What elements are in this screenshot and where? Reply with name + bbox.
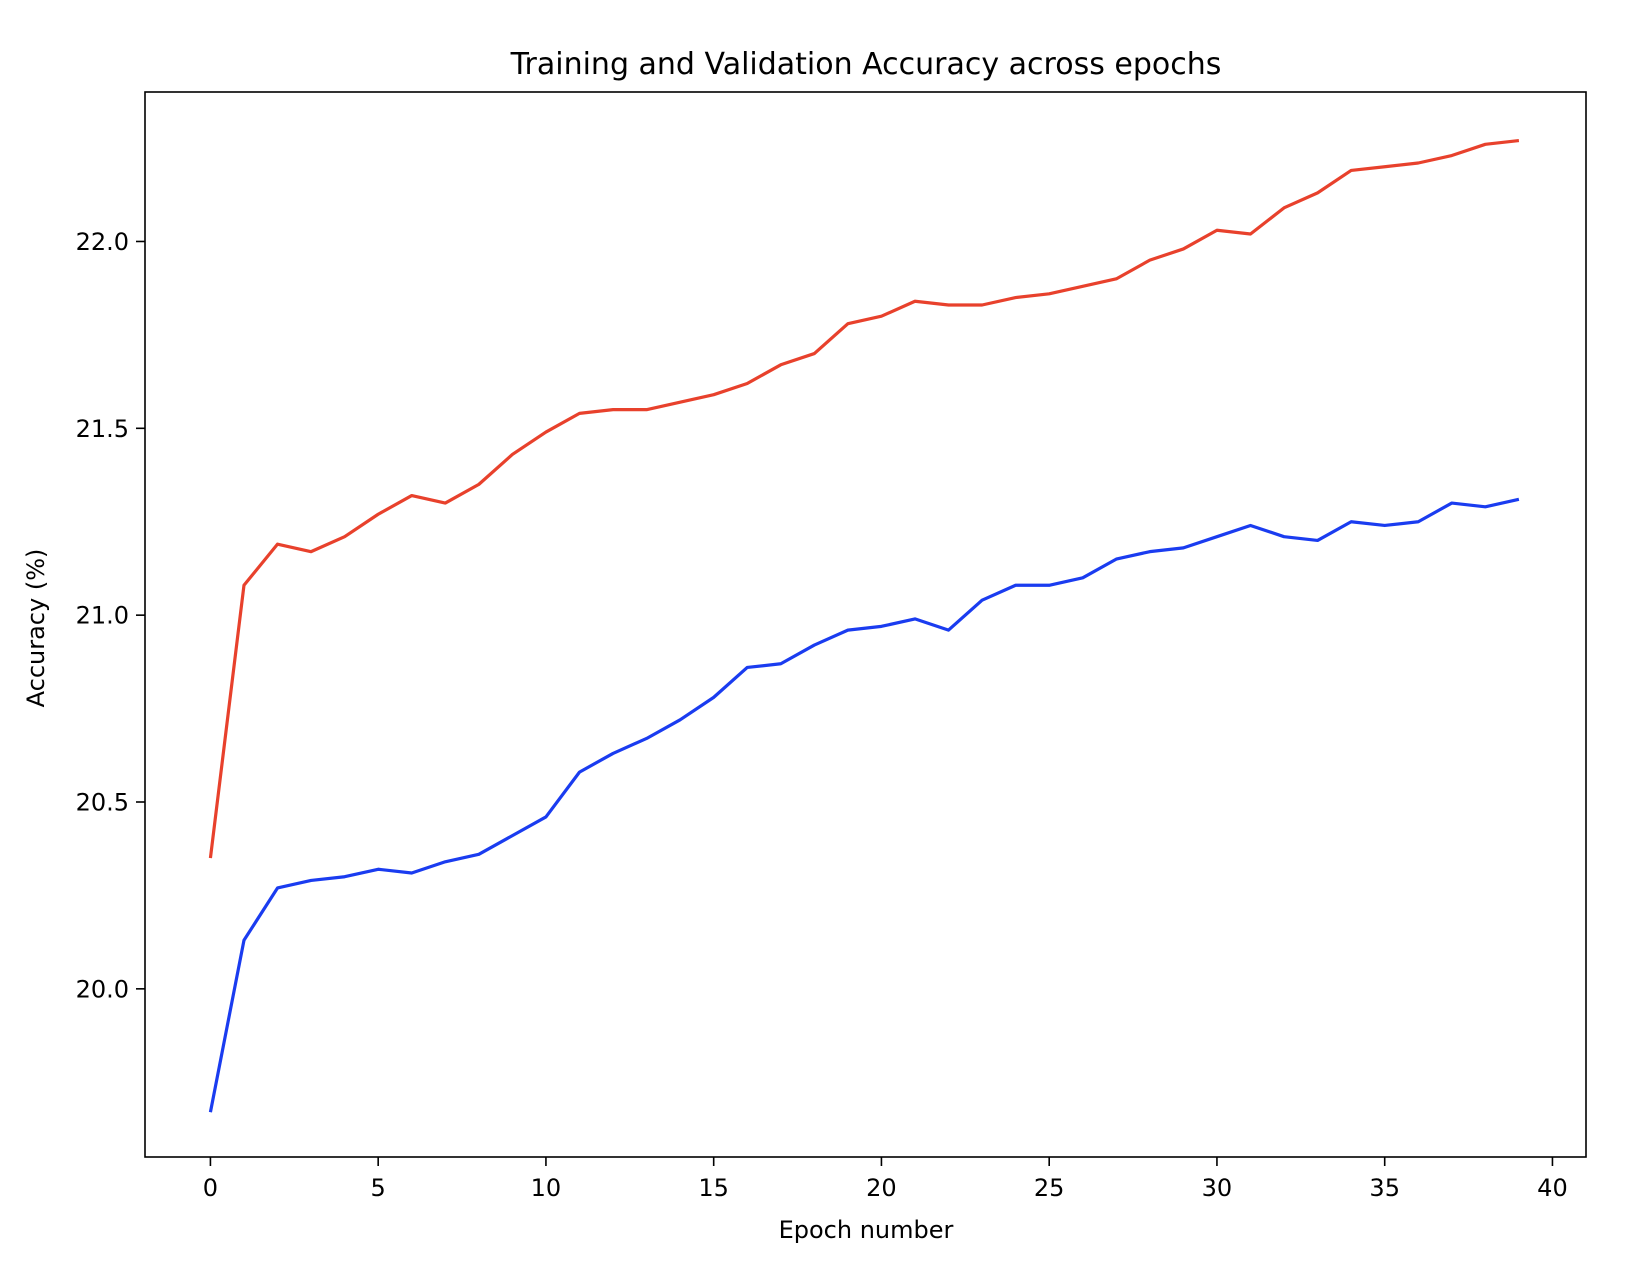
plot-frame [144,91,1587,1158]
series-layer [208,138,1520,1113]
x-tick-label: 30 [1202,1174,1233,1202]
x-tick-label: 5 [371,1174,386,1202]
x-tick-label: 40 [1537,1174,1568,1202]
y-tick-label: 21.0 [76,602,129,630]
x-tick-label: 15 [698,1174,729,1202]
x-tick-label: 20 [866,1174,897,1202]
y-tick-label: 20.5 [76,789,129,817]
y-tick-label: 20.0 [76,975,129,1003]
x-axis-label: Epoch number [779,1216,954,1244]
series-line-blue [208,497,1520,1113]
y-tick-label: 22.0 [76,228,129,256]
x-tick-label: 10 [531,1174,562,1202]
ticks-layer: 0 5 10 15 20 25 30 35 40 20.0 20.5 21.0 21.5 22.0 [76,228,1568,1202]
y-tick-label: 21.5 [76,415,129,443]
chart-title: Training and Validation Accuracy across … [510,47,1222,82]
x-tick-label: 0 [203,1174,218,1202]
x-tick-label: 25 [1034,1174,1065,1202]
series-line-red [208,138,1520,859]
y-axis-label: Accuracy (%) [22,549,50,708]
x-tick-label: 35 [1369,1174,1400,1202]
